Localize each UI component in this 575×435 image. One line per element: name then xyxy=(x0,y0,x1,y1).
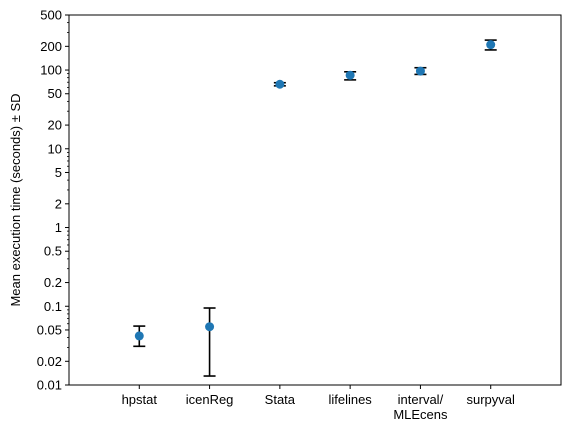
data-point-group xyxy=(273,79,286,89)
x-tick-label: hpstat xyxy=(122,392,158,407)
y-tick-label: 0.05 xyxy=(37,322,62,337)
y-tick-label: 2 xyxy=(55,196,62,211)
y-tick-label: 20 xyxy=(48,118,62,133)
data-point-group xyxy=(203,307,216,377)
data-marks xyxy=(133,39,497,377)
y-tick-label: 0.01 xyxy=(37,378,62,393)
data-point-group xyxy=(344,70,357,81)
y-axis: 0.01 0.02 0.05 0.1 0.2 0.5 1 2 5 10 20 50 100 200 500 xyxy=(37,8,69,393)
plot-area xyxy=(68,14,562,386)
data-point xyxy=(486,40,496,50)
data-point-group xyxy=(484,39,497,51)
y-tick-label: 0.02 xyxy=(37,354,62,369)
data-point-group xyxy=(414,66,427,76)
y-tick-label: 50 xyxy=(48,86,62,101)
x-tick-label: interval/MLEcens xyxy=(393,392,448,422)
data-point xyxy=(134,331,144,341)
y-tick-label: 5 xyxy=(55,165,62,180)
y-tick-label: 10 xyxy=(48,141,62,156)
y-tick-label: 100 xyxy=(40,63,62,78)
x-axis: hpstat icenReg Stata lifelines interval/MLEc… xyxy=(122,385,515,422)
y-tick-label: 500 xyxy=(40,8,62,23)
data-point xyxy=(205,322,215,332)
y-tick-label: 1 xyxy=(55,220,62,235)
y-axis-label: Mean execution time (seconds) ± SD xyxy=(8,93,23,306)
y-tick-label: 0.5 xyxy=(44,244,62,259)
x-tick-label: icenReg xyxy=(186,392,234,407)
x-tick-label: Stata xyxy=(265,392,296,407)
y-tick-label: 0.1 xyxy=(44,299,62,314)
data-point-group xyxy=(133,325,146,348)
data-point xyxy=(345,70,355,80)
y-tick-label: 200 xyxy=(40,39,62,54)
x-tick-label: surpyval xyxy=(467,392,516,407)
x-tick-label: lifelines xyxy=(328,392,372,407)
data-point xyxy=(415,66,425,76)
data-point xyxy=(275,79,285,89)
y-tick-label: 0.2 xyxy=(44,275,62,290)
